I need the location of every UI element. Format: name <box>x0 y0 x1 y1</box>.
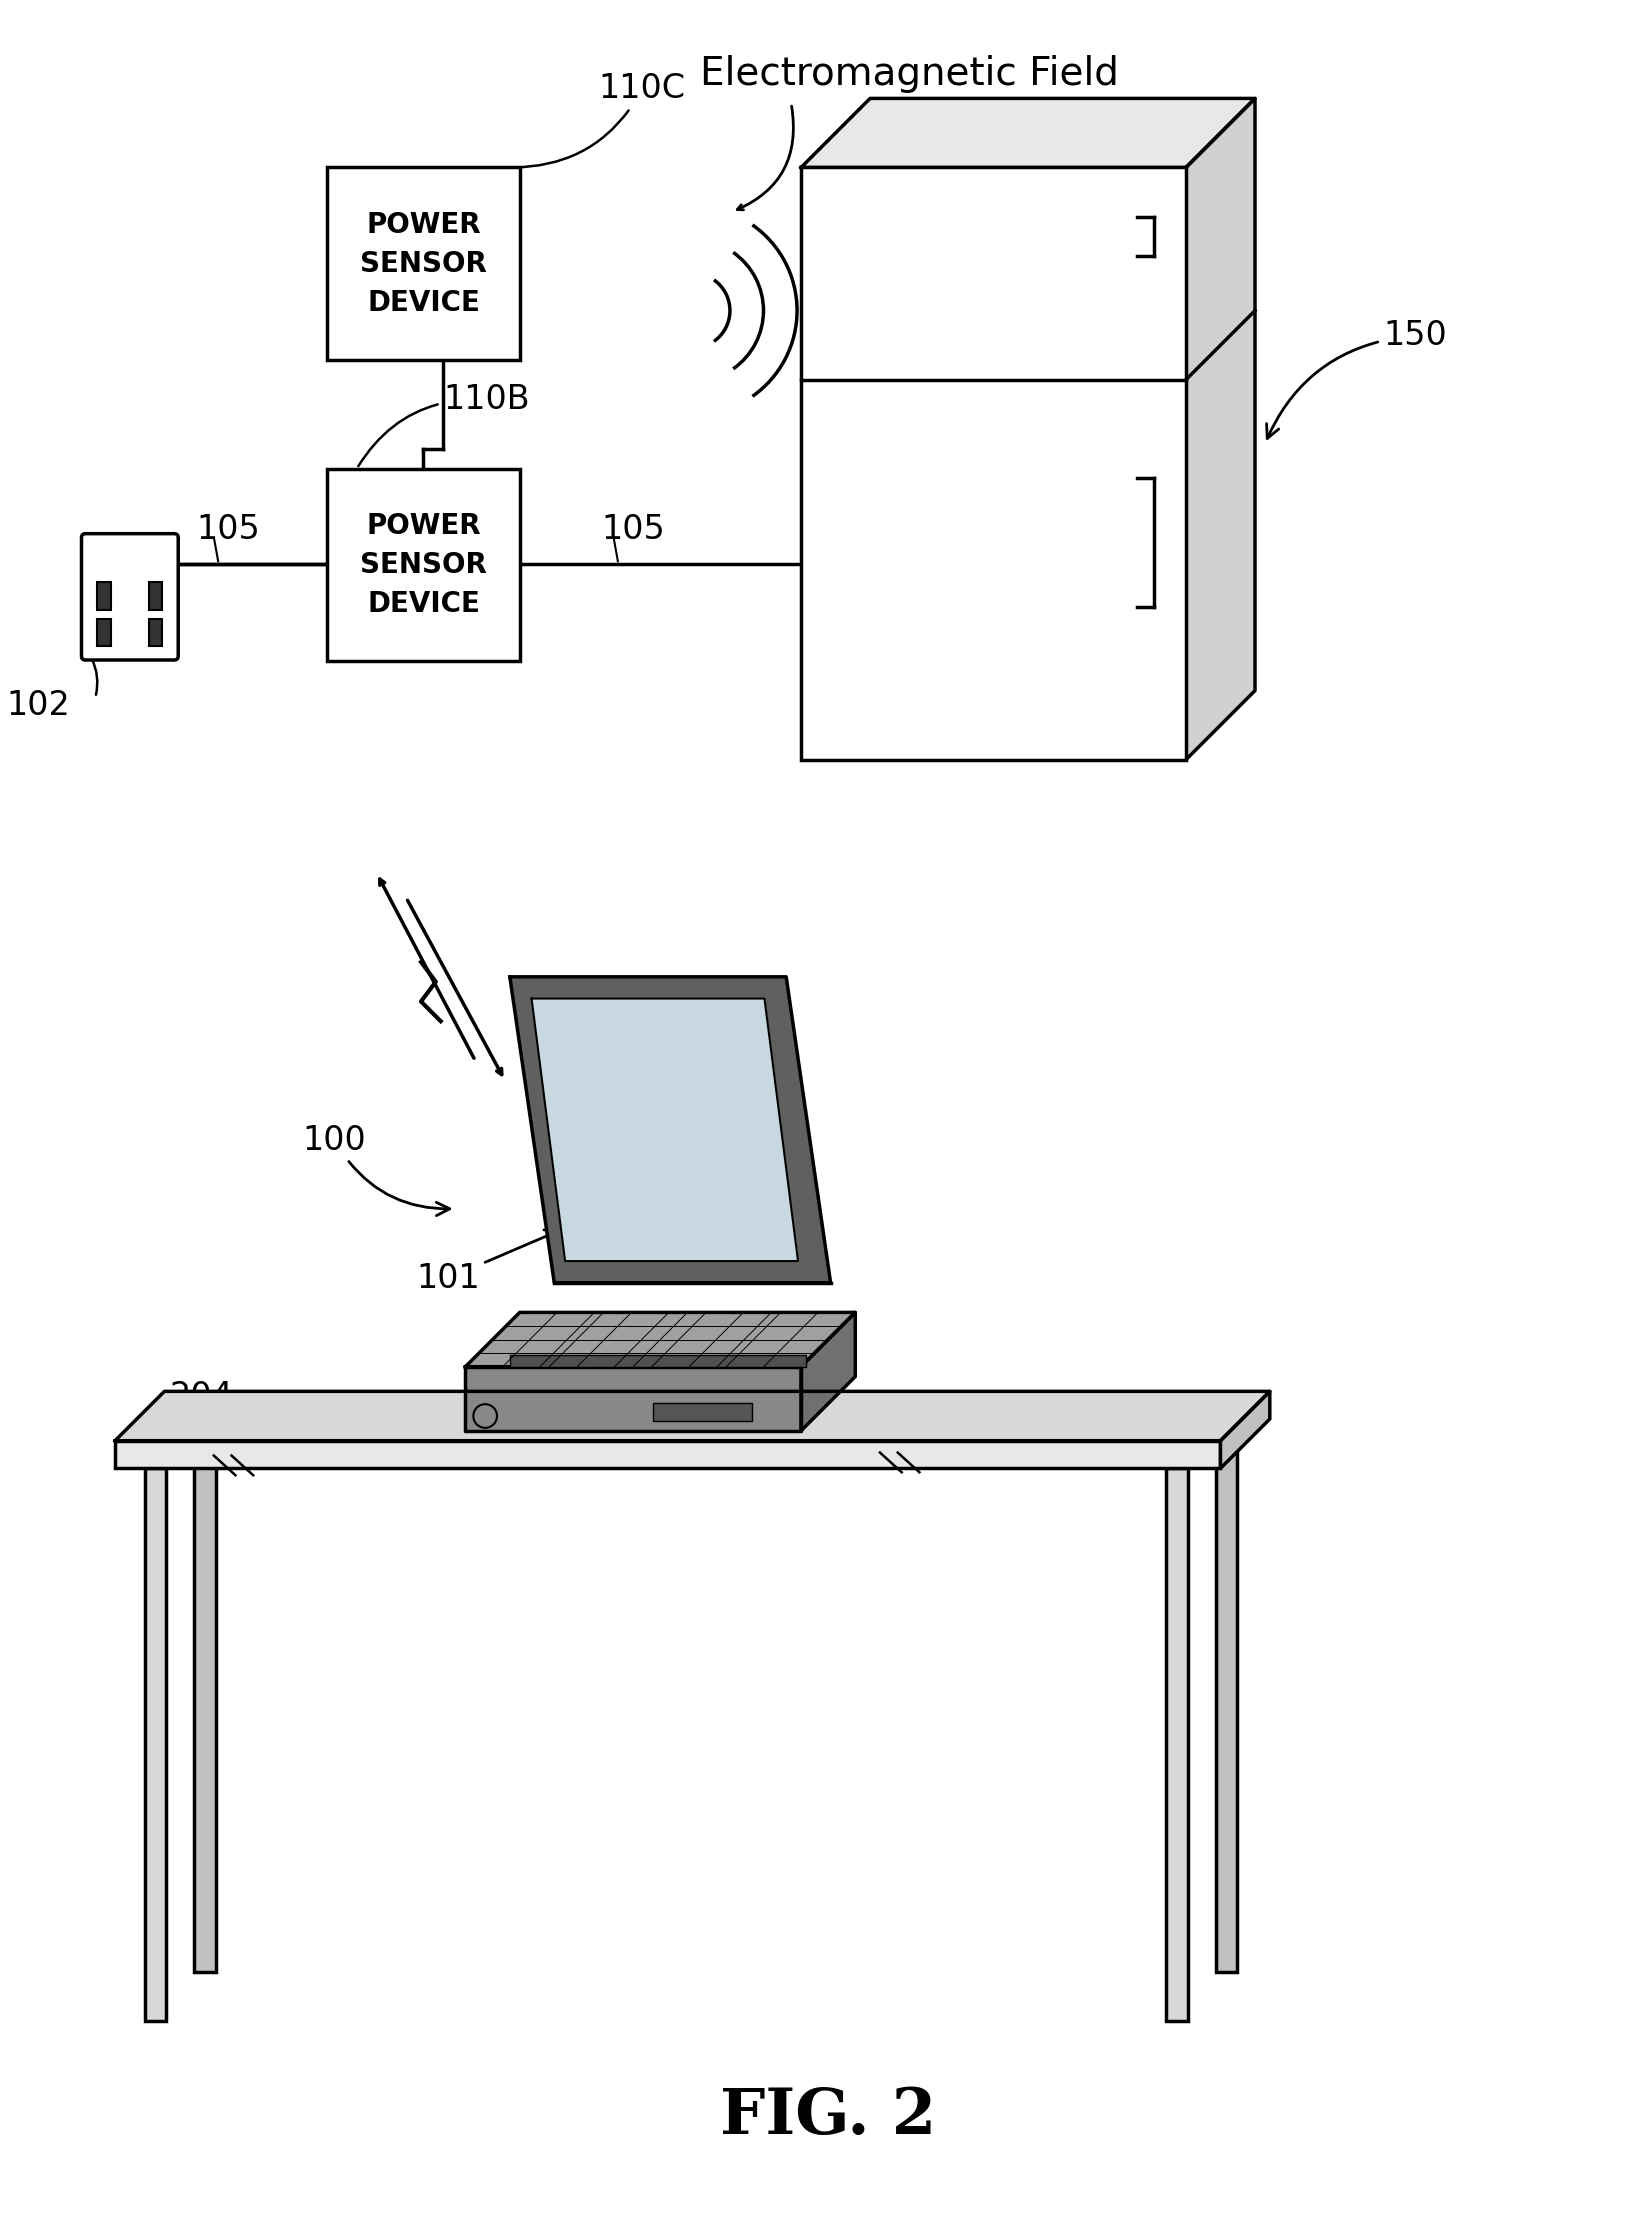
Polygon shape <box>1220 1392 1270 1467</box>
Text: 105: 105 <box>196 513 260 546</box>
Polygon shape <box>531 999 798 1262</box>
Text: POWER
SENSOR
DEVICE: POWER SENSOR DEVICE <box>360 511 487 618</box>
Bar <box>1166 1467 1189 2020</box>
Bar <box>801 167 1185 760</box>
Bar <box>652 1403 752 1421</box>
FancyBboxPatch shape <box>82 533 178 660</box>
Bar <box>98 582 111 609</box>
Polygon shape <box>114 1392 1270 1441</box>
Text: 100: 100 <box>302 1124 450 1215</box>
Bar <box>149 582 162 609</box>
Polygon shape <box>1185 98 1256 760</box>
Text: 110B: 110B <box>358 384 530 466</box>
Bar <box>114 1441 1220 1467</box>
Bar <box>327 468 520 660</box>
Bar <box>510 1356 806 1367</box>
Polygon shape <box>801 98 1256 167</box>
Bar <box>98 618 111 647</box>
Text: 150: 150 <box>1267 319 1447 439</box>
Polygon shape <box>466 1313 855 1367</box>
Bar <box>195 1418 216 1971</box>
Bar <box>144 1467 167 2020</box>
Text: 102: 102 <box>7 689 70 723</box>
Text: 203: 203 <box>636 1026 777 1086</box>
Polygon shape <box>510 977 831 1282</box>
Text: 110C: 110C <box>513 71 685 167</box>
Text: 101: 101 <box>415 1231 559 1296</box>
Bar <box>1215 1418 1238 1971</box>
Text: POWER
SENSOR
DEVICE: POWER SENSOR DEVICE <box>360 210 487 317</box>
Circle shape <box>473 1405 497 1427</box>
Bar <box>149 618 162 647</box>
Bar <box>327 167 520 359</box>
Text: FIG. 2: FIG. 2 <box>719 2087 935 2147</box>
Text: 105: 105 <box>602 513 665 546</box>
Text: Electromagnetic Field: Electromagnetic Field <box>700 56 1118 94</box>
Polygon shape <box>466 1367 801 1432</box>
Polygon shape <box>801 1313 855 1432</box>
Text: 204: 204 <box>170 1380 273 1443</box>
